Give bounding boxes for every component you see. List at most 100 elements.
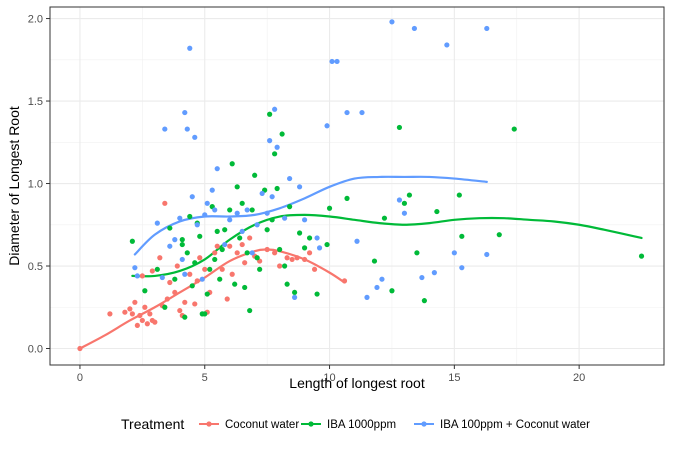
data-point	[257, 266, 263, 272]
data-point	[451, 250, 457, 256]
data-point	[374, 284, 380, 291]
x-tick-label: 20	[573, 372, 585, 384]
data-point	[129, 238, 135, 244]
data-point	[314, 235, 320, 241]
data-point	[324, 123, 330, 129]
data-point	[222, 227, 228, 233]
data-point	[174, 263, 180, 269]
data-point	[311, 266, 318, 272]
smooth-line	[133, 175, 488, 256]
data-point	[234, 184, 240, 190]
data-point	[267, 111, 273, 117]
data-point	[202, 266, 208, 272]
x-axis: 0 5 10 15 20	[77, 365, 585, 384]
data-point	[414, 250, 420, 256]
data-point	[212, 207, 218, 213]
data-point	[187, 213, 193, 220]
legend-label: IBA 1000ppm	[327, 419, 396, 431]
data-point	[159, 274, 165, 281]
data-point	[341, 278, 348, 284]
data-point	[77, 345, 83, 352]
data-point	[132, 265, 138, 271]
x-tick-label: 10	[323, 372, 335, 384]
data-point	[264, 210, 270, 216]
data-point	[287, 204, 293, 210]
data-point	[244, 207, 250, 213]
data-point	[224, 296, 230, 302]
data-point	[172, 237, 178, 243]
data-point	[214, 166, 220, 172]
data-point	[214, 243, 220, 249]
data-point	[192, 260, 198, 266]
data-point	[254, 255, 260, 261]
data-point	[259, 190, 265, 197]
data-point	[364, 294, 370, 300]
data-point	[192, 301, 198, 307]
data-point	[316, 245, 323, 251]
data-point	[212, 250, 218, 256]
data-point	[444, 42, 450, 48]
data-point	[431, 270, 437, 276]
data-point	[301, 245, 308, 251]
data-point	[202, 311, 208, 317]
data-point	[287, 175, 293, 182]
data-point	[242, 260, 248, 266]
data-point	[249, 250, 255, 256]
data-point	[179, 256, 185, 263]
data-point	[354, 238, 360, 244]
data-point	[484, 25, 490, 32]
data-point	[182, 109, 188, 116]
y-tick-label: 0.0	[28, 344, 43, 356]
data-point	[484, 251, 490, 258]
x-tick-label: 0	[77, 372, 83, 384]
data-point	[154, 266, 160, 272]
data-point	[179, 237, 185, 243]
data-point	[421, 298, 427, 304]
data-point	[274, 144, 280, 150]
data-point	[242, 284, 248, 291]
data-point	[189, 194, 195, 200]
data-point	[252, 172, 258, 178]
data-point	[179, 241, 185, 248]
data-point	[239, 200, 245, 206]
data-point	[142, 304, 148, 310]
data-point	[197, 233, 203, 239]
data-point	[289, 256, 295, 263]
data-point	[214, 228, 220, 234]
data-point	[359, 109, 365, 116]
data-point	[284, 281, 290, 287]
data-point	[434, 208, 440, 215]
data-point	[227, 243, 233, 249]
data-point	[177, 215, 183, 221]
data-point	[127, 306, 133, 312]
data-point	[172, 289, 178, 296]
data-point	[194, 278, 200, 284]
data-point	[229, 271, 235, 277]
data-point	[167, 279, 173, 286]
data-point	[134, 273, 140, 279]
data-point	[182, 271, 188, 277]
data-point	[249, 207, 255, 213]
data-point	[301, 256, 308, 263]
data-point	[162, 126, 168, 132]
data-point	[187, 271, 193, 277]
data-point	[254, 222, 260, 228]
data-point	[329, 58, 335, 65]
data-point	[167, 243, 173, 249]
data-point	[294, 255, 300, 261]
data-point	[296, 184, 303, 190]
data-point	[247, 307, 253, 314]
data-point	[107, 311, 113, 317]
data-point	[277, 263, 283, 269]
data-point	[274, 185, 280, 192]
smooth-line	[131, 213, 643, 278]
panel-border	[49, 6, 665, 366]
data-point	[134, 322, 140, 329]
data-point	[272, 250, 278, 256]
data-point	[139, 273, 145, 279]
data-point	[234, 210, 240, 216]
data-point	[219, 246, 225, 253]
data-point	[296, 230, 303, 236]
data-point	[187, 45, 193, 51]
